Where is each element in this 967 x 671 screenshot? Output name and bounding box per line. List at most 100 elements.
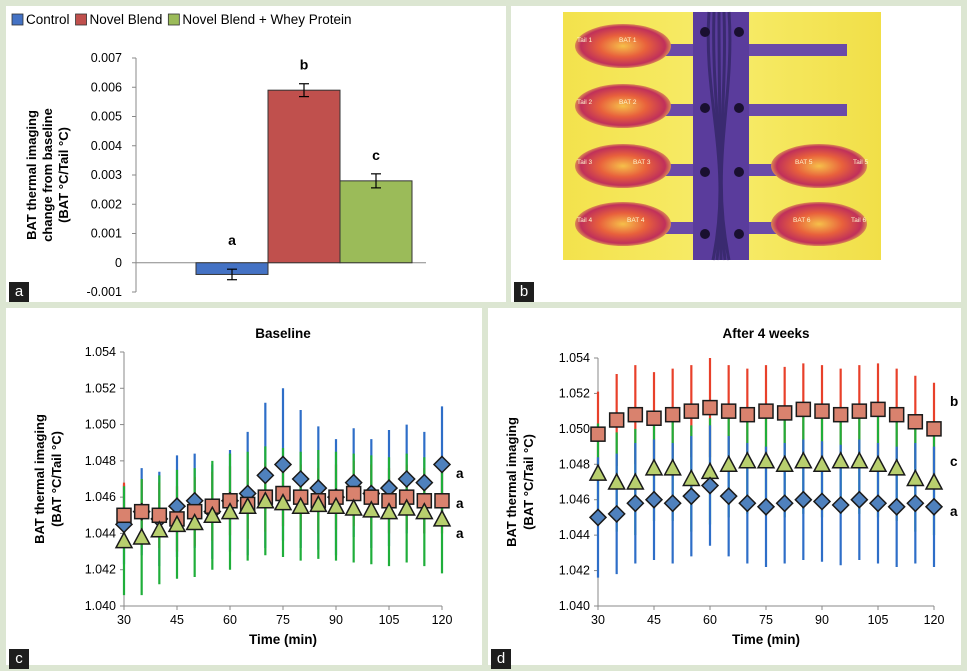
post-7 [734, 229, 744, 239]
y-tick-label: 1.050 [559, 422, 590, 436]
data-point [924, 497, 944, 516]
data-point [682, 487, 701, 506]
mouse-2 [575, 144, 671, 188]
thermal-roi-label: Tail 2 [577, 99, 593, 106]
panel-b: Tail 1 BAT 1 Tail 2 BAT 2 Tail 3 BAT 3 BAT 5 Ta… [511, 6, 961, 302]
data-point [776, 405, 793, 421]
x-tick-label: 75 [759, 613, 773, 627]
data-point [851, 403, 868, 419]
data-point [133, 503, 150, 520]
thermal-roi-label: BAT 6 [793, 217, 811, 224]
data-point [814, 403, 830, 419]
thermal-roi-label: Tail 1 [577, 37, 593, 44]
post-2 [700, 103, 710, 113]
data-point [887, 458, 906, 476]
data-point [291, 469, 310, 489]
y-tick-label: 1.042 [85, 563, 116, 577]
data-point [756, 451, 776, 469]
significance-letter-1: c [950, 454, 958, 469]
data-point [702, 399, 718, 416]
data-point [434, 493, 450, 509]
panel-label-a: a [9, 282, 29, 302]
thermal-image: Tail 1 BAT 1 Tail 2 BAT 2 Tail 3 BAT 3 BAT 5 Ta… [563, 11, 881, 261]
data-point [794, 451, 813, 469]
legend-swatch-0 [11, 13, 24, 26]
legend-label-0: Control [26, 12, 70, 27]
cable-4 [719, 11, 732, 261]
data-point [775, 494, 794, 513]
data-point [132, 527, 151, 545]
data-point [379, 502, 399, 520]
data-point [906, 468, 925, 487]
thermal-roi-label: Tail 6 [851, 217, 867, 224]
data-point [203, 505, 222, 524]
data-point [663, 458, 682, 476]
data-point [664, 406, 681, 423]
data-point [683, 403, 700, 419]
data-point [607, 472, 626, 490]
bar-2 [339, 180, 413, 264]
thermal-roi-label: BAT 3 [633, 159, 651, 166]
x-axis-label: Time (min) [249, 632, 317, 647]
data-point [626, 472, 645, 490]
data-point [887, 497, 906, 516]
data-point [758, 403, 774, 419]
data-point [775, 454, 794, 473]
data-point [345, 485, 362, 502]
thermal-roi-label: BAT 4 [627, 217, 645, 224]
scatter-chart-after-4-weeks: After 4 weeks 1.054 1.052 1.050 1.048 1.046 1.… [504, 326, 958, 647]
thermal-roi-label: Tail 4 [577, 217, 593, 224]
post-1 [734, 27, 744, 37]
data-point [291, 496, 310, 514]
y-tick-label: 1.044 [559, 528, 590, 542]
data-point [794, 490, 813, 509]
data-point [719, 487, 738, 506]
bar-chart-a: Control Novel Blend Novel Blend + Whey Pro… [11, 12, 426, 299]
data-point [738, 451, 757, 469]
y-tick-label: 1.048 [559, 457, 590, 471]
data-point [888, 406, 905, 423]
significance-letter-0: a [456, 466, 464, 481]
thermal-roi-label: BAT 5 [795, 159, 813, 166]
y-tick-label: -0.001 [87, 285, 122, 299]
data-point [870, 401, 886, 418]
legend-swatch-1 [75, 13, 87, 26]
y-tick-label: 1.050 [85, 418, 116, 432]
data-point [738, 494, 757, 513]
mouse-4 [771, 144, 867, 188]
data-point [326, 496, 346, 514]
x-tick-label: 120 [432, 613, 453, 627]
data-point [273, 492, 293, 511]
x-tick-label: 105 [379, 613, 400, 627]
data-point [256, 491, 275, 509]
y-tick-label: 0.003 [91, 168, 122, 182]
data-point [256, 466, 275, 485]
data-point [116, 507, 132, 524]
data-point [150, 520, 169, 538]
data-point [663, 494, 682, 513]
data-point [185, 512, 204, 531]
post-6 [700, 229, 710, 239]
data-point [831, 495, 850, 515]
y-tick-label: 0 [115, 256, 122, 270]
mouse-0 [575, 24, 671, 68]
thermal-roi-label: BAT 1 [619, 37, 637, 44]
x-tick-label: 75 [276, 613, 290, 627]
x-tick-label: 60 [703, 613, 717, 627]
data-point [397, 469, 416, 489]
chart-title: Baseline [255, 326, 311, 341]
y-tick-label: 0.002 [91, 197, 122, 211]
significance-letter-2: c [372, 147, 380, 163]
y-tick-label: 0.007 [91, 51, 122, 65]
data-point [756, 497, 776, 516]
post-4 [700, 167, 710, 177]
data-point [644, 458, 664, 476]
y-tick-label: 1.040 [559, 599, 590, 613]
significance-letter-0: a [228, 232, 236, 248]
data-point [362, 500, 381, 518]
data-point [907, 414, 924, 430]
data-point [739, 406, 756, 423]
significance-letter-2: a [456, 526, 464, 541]
chart-title: After 4 weeks [722, 326, 809, 341]
panel-a: Control Novel Blend Novel Blend + Whey Pro… [6, 6, 506, 302]
